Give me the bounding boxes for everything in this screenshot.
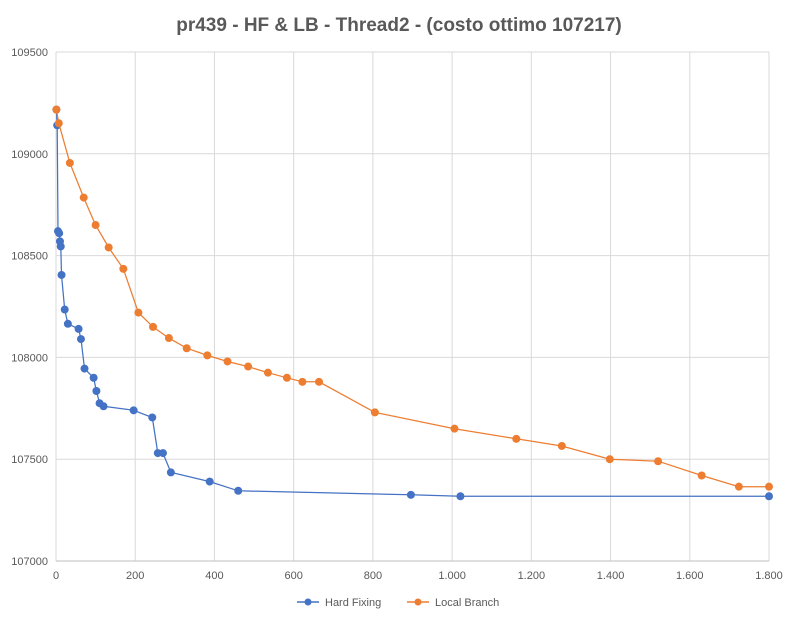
data-point	[76, 335, 85, 344]
legend-label: Hard Fixing	[325, 597, 381, 609]
data-point	[158, 449, 167, 458]
data-point	[697, 471, 706, 480]
data-point	[765, 482, 773, 491]
data-point	[244, 362, 253, 371]
data-point	[91, 221, 100, 230]
data-point	[166, 468, 175, 477]
data-point	[55, 229, 64, 238]
data-point	[80, 364, 89, 373]
legend-item: Local Branch	[407, 597, 499, 609]
data-point	[65, 158, 74, 167]
data-point	[263, 368, 272, 377]
x-tick-label: 600	[284, 570, 302, 582]
axis-layer: 0 200 400 600 800 1.000 1.200 1.400 1.600 1.800 10…	[11, 47, 782, 582]
data-point	[450, 424, 459, 433]
y-tick-label: 108500	[11, 251, 48, 263]
data-point	[205, 477, 214, 486]
y-tick-label: 107000	[11, 556, 48, 568]
data-point	[456, 492, 465, 501]
x-tick-label: 1.000	[438, 570, 466, 582]
series-2	[52, 105, 773, 491]
series-layer	[52, 105, 773, 501]
data-point	[370, 408, 379, 417]
data-point	[406, 490, 415, 499]
data-point	[148, 413, 157, 422]
x-tick-label: 1.200	[518, 570, 546, 582]
data-point	[315, 377, 324, 386]
data-point	[182, 344, 191, 353]
data-point	[203, 351, 212, 360]
legend-label: Local Branch	[435, 597, 499, 609]
x-tick-label: 0	[53, 570, 59, 582]
y-tick-label: 109500	[11, 47, 48, 59]
data-point	[99, 402, 108, 411]
legend-item: Hard Fixing	[297, 597, 381, 609]
y-tick-label: 108000	[11, 352, 48, 364]
data-point	[234, 486, 243, 495]
chart-title: pr439 - HF & LB - Thread2 - (costo ottim…	[176, 15, 622, 36]
legend-marker	[414, 598, 422, 606]
data-point	[60, 305, 69, 314]
data-point	[57, 270, 66, 279]
data-point	[298, 377, 307, 386]
legend: Hard Fixing Local Branch	[297, 597, 499, 609]
data-point	[149, 322, 158, 331]
data-point	[74, 324, 83, 333]
data-point	[557, 441, 566, 450]
x-tick-label: 1.800	[755, 570, 783, 582]
data-point	[129, 406, 138, 415]
data-point	[134, 308, 143, 317]
data-point	[512, 434, 521, 443]
data-point	[92, 386, 101, 395]
data-point	[79, 193, 88, 202]
data-point	[654, 457, 663, 466]
data-point	[605, 455, 614, 464]
y-tick-label: 107500	[11, 454, 48, 466]
legend-marker	[304, 598, 312, 606]
data-point	[119, 264, 128, 273]
data-point	[164, 334, 173, 343]
x-tick-label: 400	[205, 570, 223, 582]
data-point	[89, 373, 98, 382]
y-tick-label: 109000	[11, 149, 48, 161]
data-point	[63, 319, 72, 328]
x-tick-label: 800	[364, 570, 382, 582]
data-point	[734, 482, 743, 491]
x-tick-label: 1.400	[597, 570, 625, 582]
x-tick-label: 200	[126, 570, 144, 582]
data-point	[52, 105, 61, 114]
data-point	[223, 357, 232, 366]
x-tick-label: 1.600	[676, 570, 704, 582]
data-point	[282, 373, 291, 382]
data-point	[765, 492, 773, 501]
data-point	[54, 119, 63, 128]
data-point	[104, 243, 113, 252]
data-point	[56, 242, 65, 251]
